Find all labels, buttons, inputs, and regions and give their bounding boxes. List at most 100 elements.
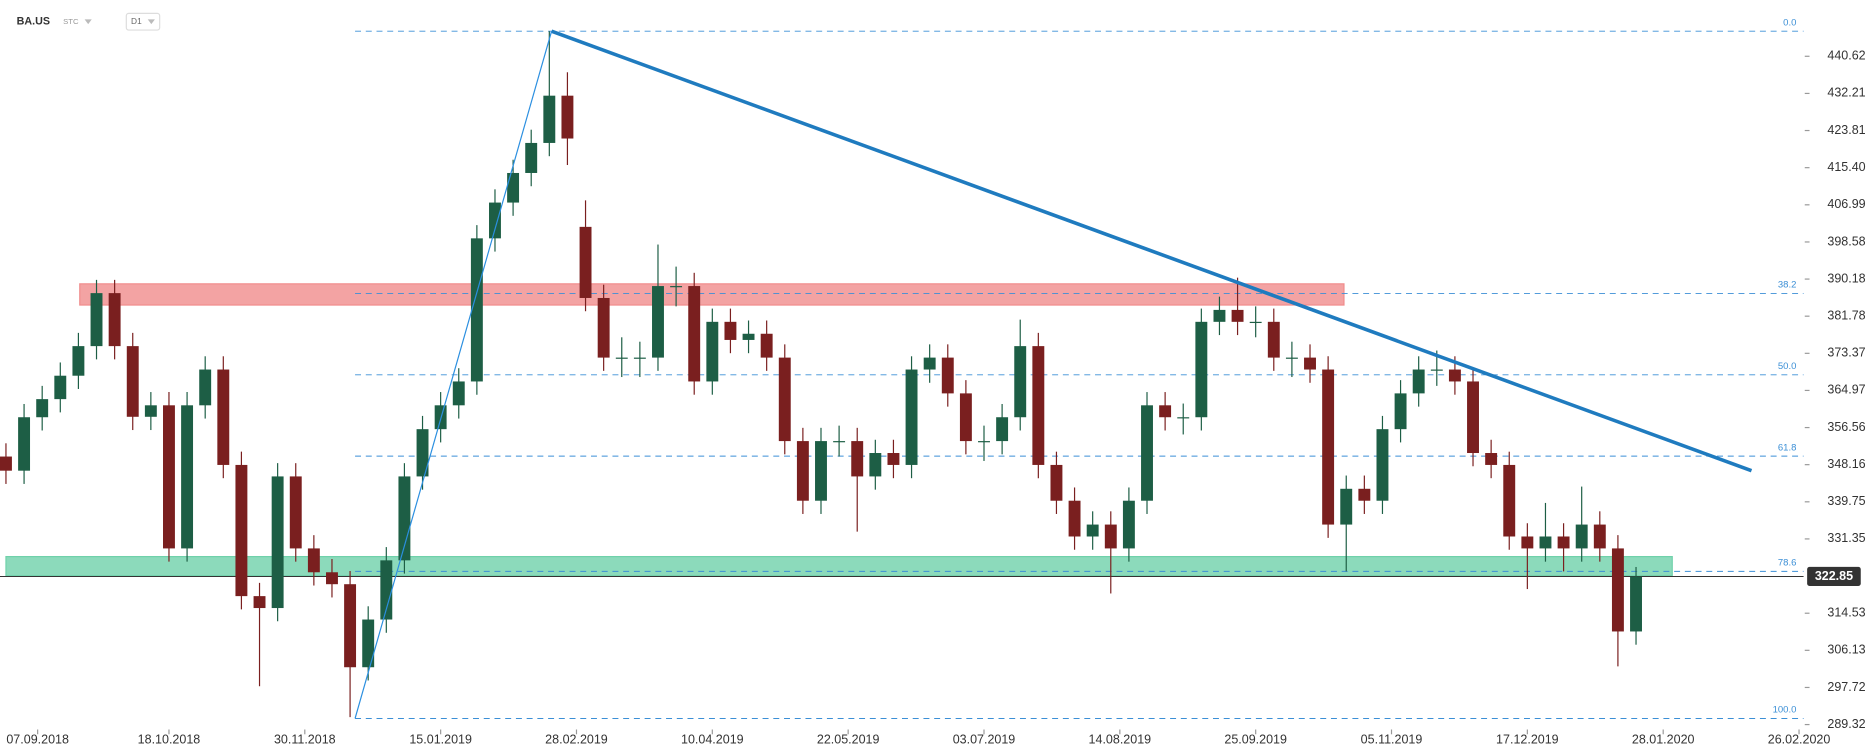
y-tick-label: 406.99 [1827,197,1865,211]
x-tick-label: 26.02.2020 [1768,733,1831,747]
x-tick-label: 25.09.2019 [1224,733,1287,747]
y-tick-label: 381.78 [1827,308,1865,322]
candle-body [652,286,664,358]
candle-body [271,476,284,609]
candle-body [108,293,121,347]
fib-label: 0.0 [1783,17,1796,28]
candle-body [1485,453,1498,465]
candle-body [0,456,12,471]
candle-body [253,596,266,609]
candle-body [1068,500,1081,537]
candle-body [235,464,248,597]
candle-body [380,560,393,620]
candle-body [1412,369,1425,394]
candle-body [90,293,103,347]
candle-body [54,375,67,400]
candle-body [344,584,357,668]
candle-body [833,441,846,443]
candle-body [1249,321,1262,324]
zone [5,555,1673,577]
candle-body [670,286,683,288]
candle-body [1448,369,1461,382]
x-tick-label: 14.08.2019 [1089,733,1152,747]
dropdown-arrow [84,19,92,25]
x-tick-label: 03.07.2019 [953,733,1016,747]
candle-body [851,441,864,477]
candle-body [760,333,773,358]
x-tick-label: 30.11.2018 [274,733,336,747]
candle-body [887,453,900,465]
candle-body [1304,357,1316,370]
x-tick-label: 15.01.2019 [409,733,472,747]
trendline [550,29,1753,473]
candle-body [199,369,212,406]
x-tick-label: 28.02.2019 [545,733,608,747]
candle-body [18,417,31,471]
candle-body [1630,576,1642,632]
candle-body [615,357,628,359]
fib-label: 50.0 [1778,361,1797,372]
candle-body [1285,357,1298,359]
interval[interactable]: D1 [131,16,142,26]
candle-body [1231,309,1244,322]
candle-body [959,393,972,442]
candle-body [633,357,646,359]
candle-body [869,453,882,477]
dropdown-arrow [147,19,155,25]
candle-body [742,333,755,340]
y-tick-label: 390.18 [1827,271,1865,285]
y-tick-label: 364.97 [1827,383,1865,397]
mode[interactable]: STC [63,17,79,26]
candle-body [416,429,429,477]
candle-body [144,405,157,417]
y-tick-label: 348.16 [1827,457,1865,471]
candle-body [1104,524,1117,549]
candle-body [1322,369,1335,525]
candle-body [1593,524,1606,549]
y-tick-label: 331.35 [1827,531,1865,545]
candle-body [923,357,936,370]
candle-body [597,297,610,358]
candle-body [362,619,375,668]
candle-body [905,369,918,465]
candle-body [1032,346,1045,465]
y-tick-label: 373.37 [1827,346,1865,360]
candle-body [543,95,556,143]
zone [79,283,1345,306]
candle-body [941,357,954,394]
fib-label: 61.8 [1778,442,1797,453]
y-tick-label: 339.75 [1827,494,1865,508]
candle-body [1159,405,1172,418]
candle-body [1014,346,1027,418]
candle-body [525,142,538,173]
y-tick-label: 398.58 [1827,234,1865,248]
fib-label: 100.0 [1773,705,1797,716]
candle-body [489,202,501,239]
candle-body [1503,464,1516,537]
x-tick-label: 17.12.2019 [1496,733,1559,747]
candle-body [163,405,175,549]
y-tick-label: 289.32 [1827,717,1865,731]
candle-body [561,95,574,139]
x-tick-label: 18.10.2018 [138,733,201,747]
candle-body [1467,381,1479,454]
candle-body [1575,524,1588,549]
candle-body [1195,321,1208,418]
x-tick-label: 05.11.2019 [1361,733,1423,747]
candle-body [1376,429,1389,501]
candle-body [796,441,809,501]
fib-label: 38.2 [1778,280,1797,291]
candle-body [1141,405,1153,501]
candle-body [470,238,483,382]
candle-body [1177,417,1190,419]
last-price-label: 322.85 [1815,569,1853,583]
candle-body [1213,309,1226,322]
candle-body [72,346,85,376]
interval-box[interactable] [125,12,161,31]
candle-body [326,572,338,585]
candle-body [1394,393,1407,430]
candle-body [217,369,230,465]
candle-body [289,476,302,549]
candle-body [579,226,592,298]
